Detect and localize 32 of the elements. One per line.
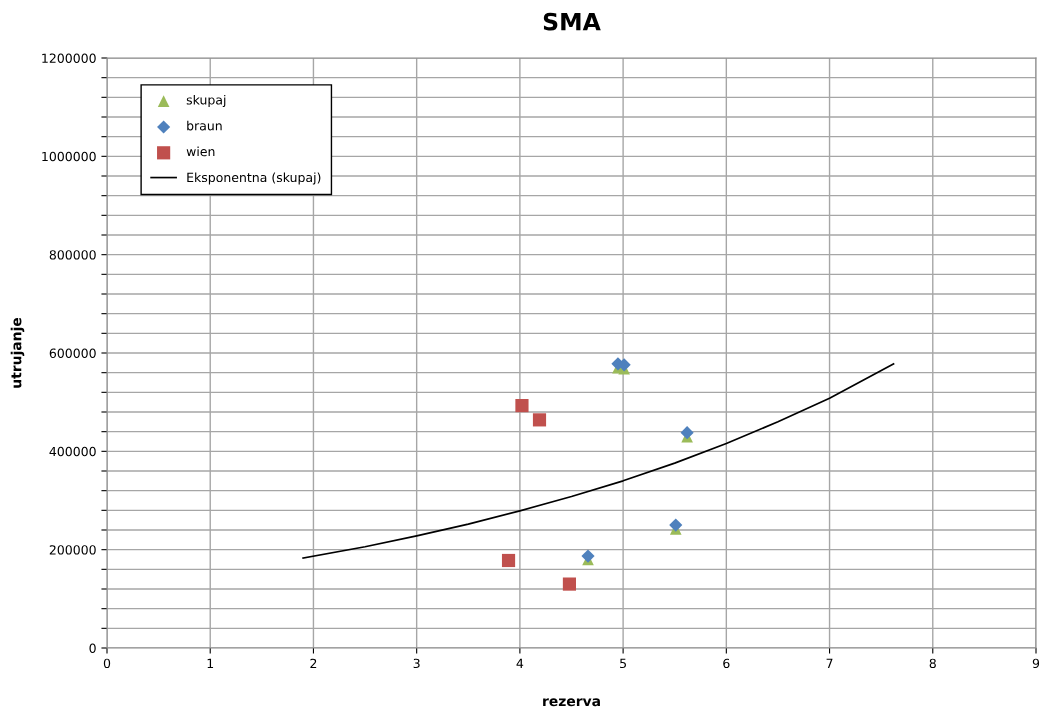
point [680, 426, 694, 440]
x-tick-label: 9 [1032, 658, 1039, 669]
y-tick-label: 0 [89, 643, 96, 653]
point [515, 399, 529, 413]
x-tick-label: 0 [103, 658, 111, 669]
point [532, 413, 547, 427]
x-tick-label: 8 [929, 658, 936, 669]
y-tick-label: 400000 [49, 446, 96, 457]
legend-label: braun [187, 120, 222, 131]
x-tick-label: 5 [620, 658, 626, 669]
legend-label: Eksponentna (skupaj) [187, 172, 321, 185]
x-tick-label: 4 [516, 658, 524, 668]
x-axis-title: rezerva [543, 698, 600, 707]
y-tick-label: 600000 [49, 348, 96, 358]
y-tick-label: 200000 [49, 545, 96, 555]
y-tick-label: 800000 [49, 250, 96, 260]
y-axis-title: utrujanje [10, 317, 25, 388]
point [581, 549, 595, 563]
point [501, 553, 516, 568]
x-tick-label: 6 [723, 658, 730, 669]
chart-title: SMA [543, 12, 601, 31]
point [669, 518, 683, 532]
x-tick-label: 1 [207, 658, 214, 668]
y-tick-label: 1000000 [42, 151, 96, 162]
legend-label: wien [186, 146, 215, 157]
legend-label: skupaj [186, 94, 226, 107]
y-tick-label: 1200000 [42, 53, 96, 63]
point [562, 577, 577, 591]
x-tick-label: 2 [310, 658, 317, 668]
line-series [302, 362, 895, 559]
x-tick-label: 7 [826, 658, 833, 668]
x-tick-label: 3 [413, 658, 420, 669]
